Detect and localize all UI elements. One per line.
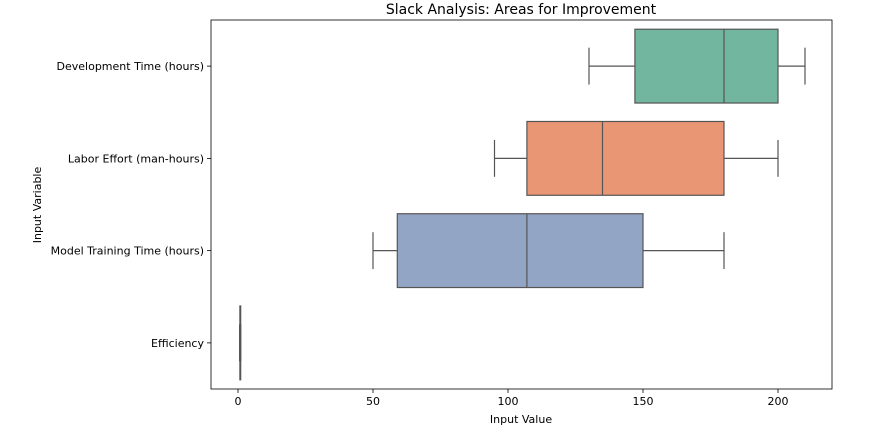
y-tick-label: Labor Effort (man-hours) bbox=[68, 152, 204, 165]
plot-area bbox=[239, 28, 806, 381]
box-0 bbox=[588, 28, 806, 104]
x-tick-label: 100 bbox=[498, 395, 519, 408]
y-axis-label: Input Variable bbox=[31, 167, 44, 244]
box-2 bbox=[372, 213, 725, 289]
plot-frame bbox=[210, 19, 833, 390]
x-tick-label: 150 bbox=[633, 395, 654, 408]
y-tick-label: Efficiency bbox=[151, 337, 204, 350]
chart-title: Slack Analysis: Areas for Improvement bbox=[386, 2, 657, 18]
x-tick-label: 50 bbox=[366, 395, 380, 408]
box-1 bbox=[493, 120, 779, 196]
box-iqr bbox=[396, 213, 644, 289]
box-3 bbox=[239, 305, 242, 381]
box-iqr bbox=[526, 120, 725, 196]
x-tick-label: 0 bbox=[235, 395, 242, 408]
y-tick-label: Development Time (hours) bbox=[57, 60, 204, 73]
x-tick-label: 200 bbox=[768, 395, 789, 408]
box-iqr bbox=[634, 28, 779, 104]
x-axis-label: Input Value bbox=[490, 413, 552, 426]
y-tick-label: Model Training Time (hours) bbox=[51, 245, 204, 258]
